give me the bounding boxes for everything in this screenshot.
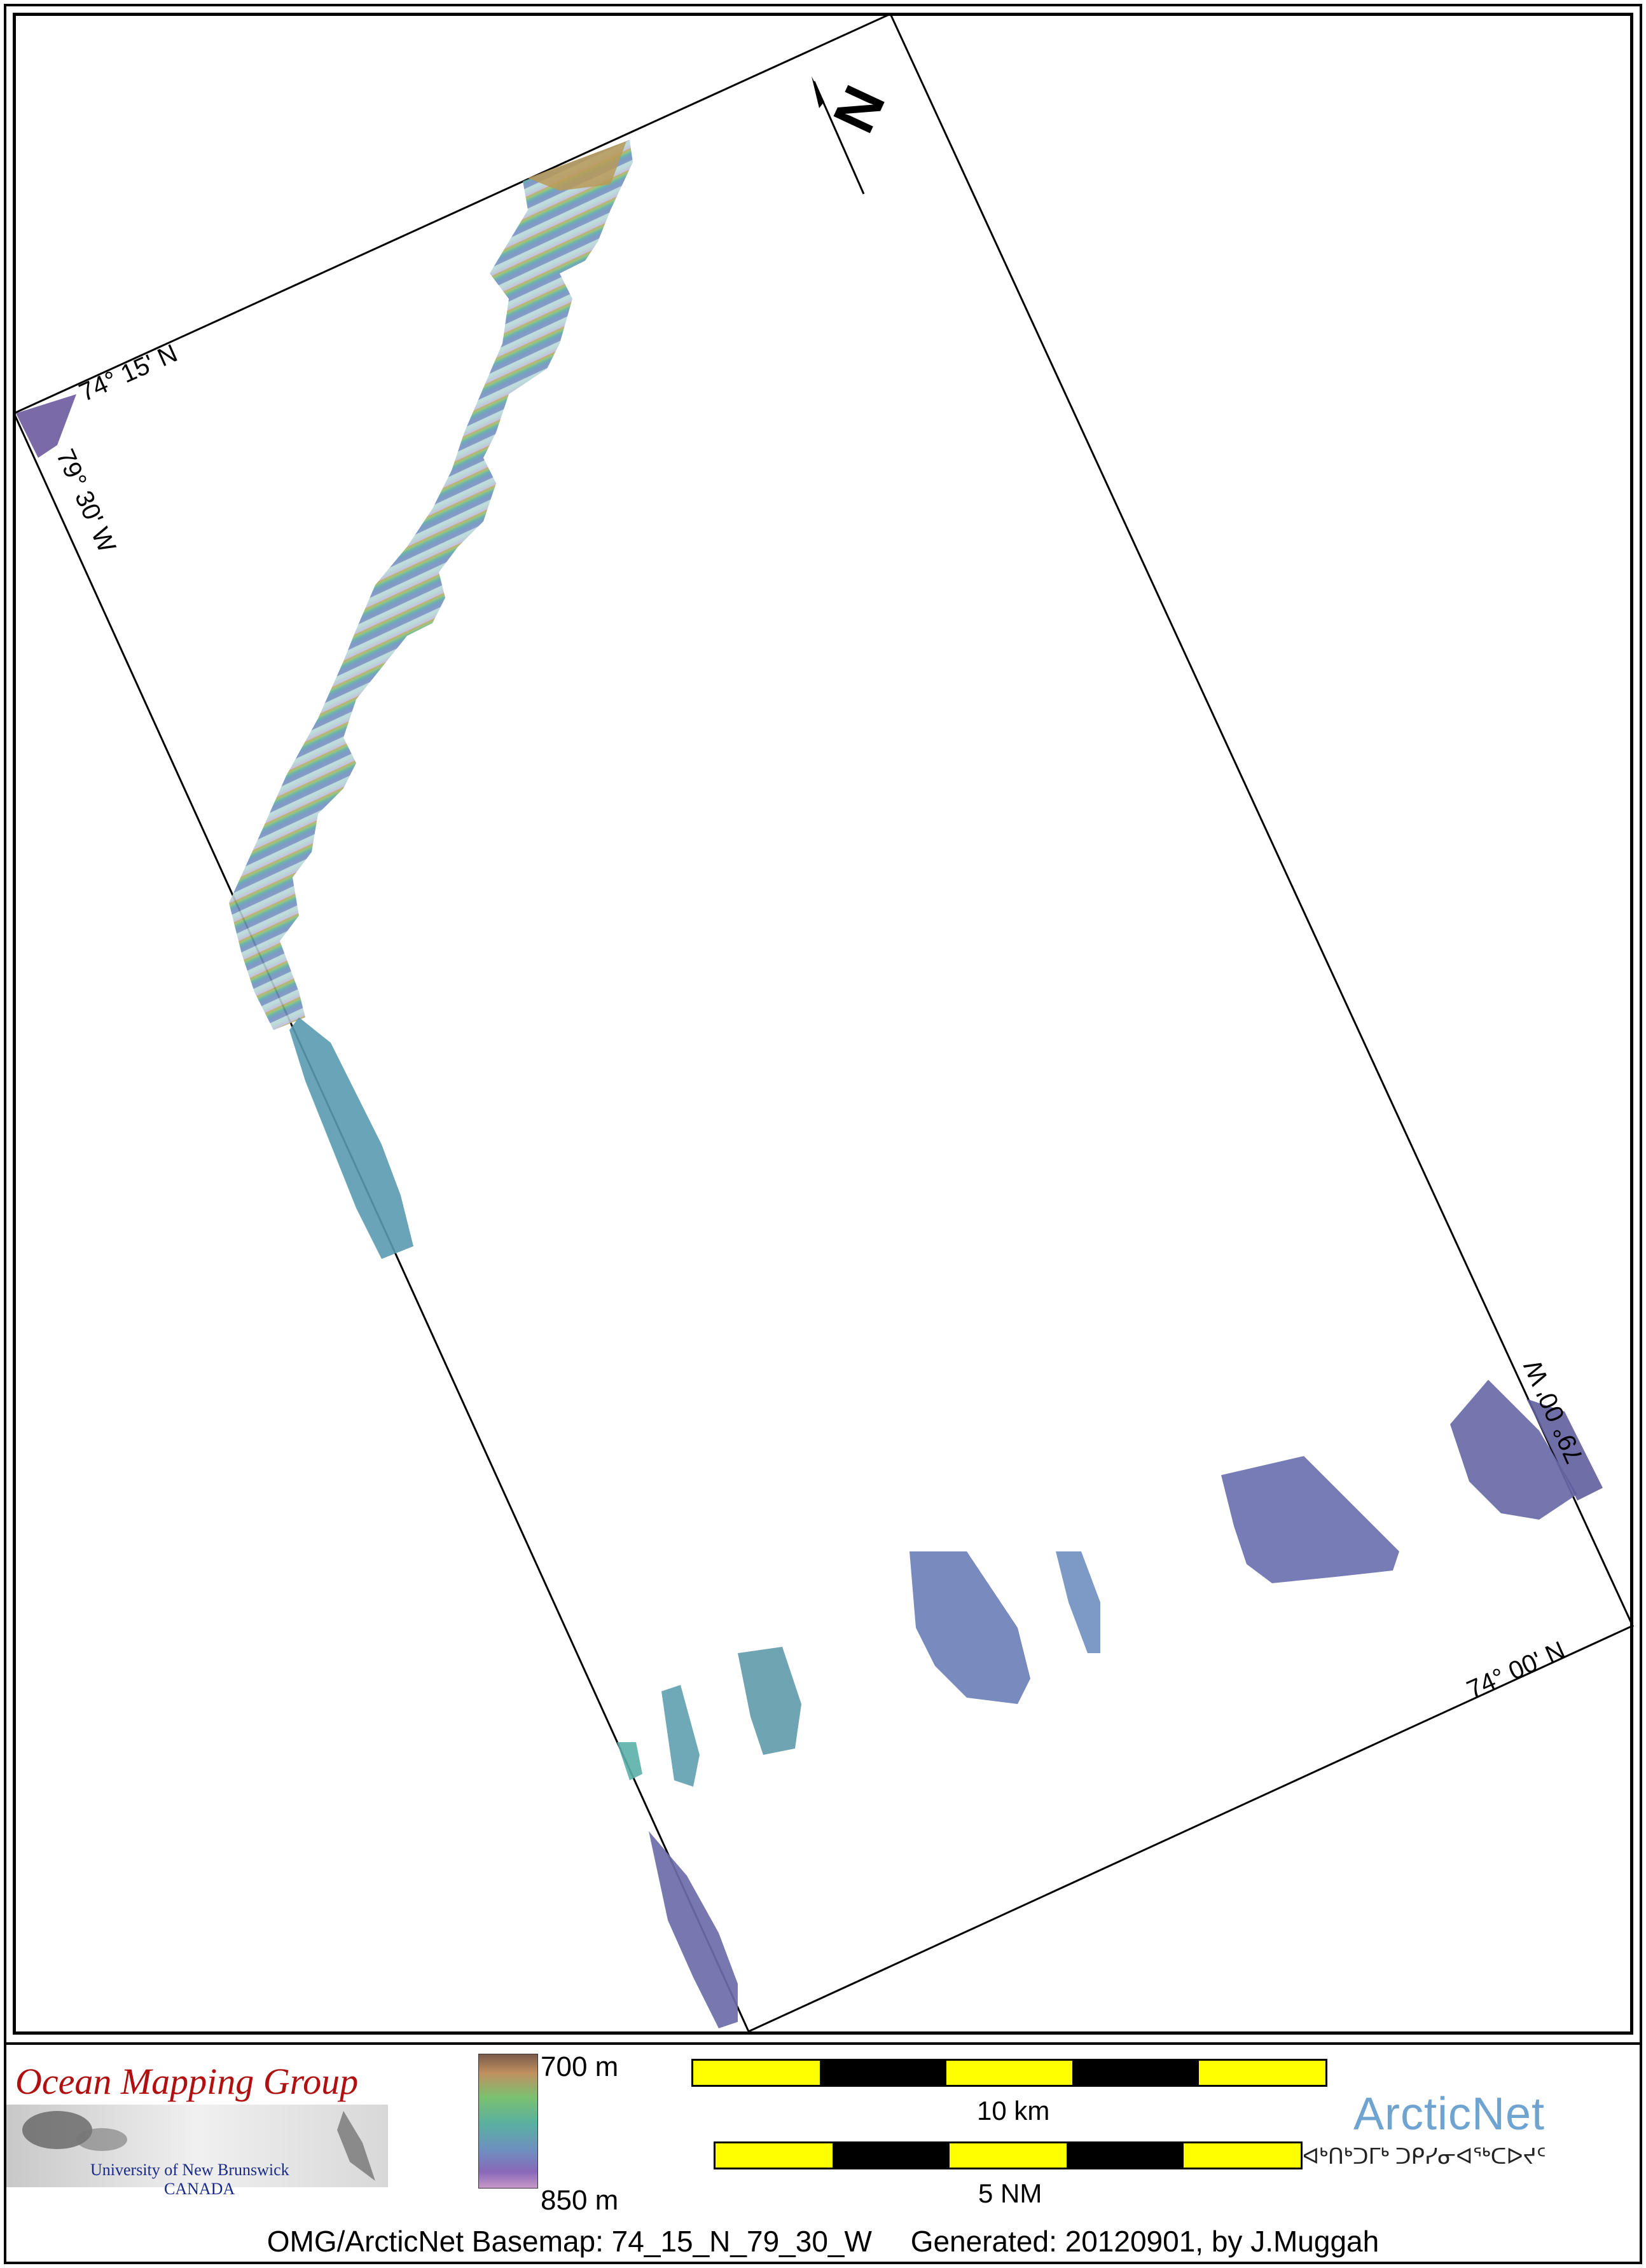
arcticnet-logo: ArcticNet (1353, 2089, 1546, 2140)
arcticnet-syllabics: ᐊᒃᑎᒃᑐᒥᒃ ᑐᑭᓯᓂᐊᖅᑕᐅᔪᑦ (1303, 2145, 1546, 2169)
footer-basemap: OMG/ArcticNet Basemap: 74_15_N_79_30_W (266, 2225, 872, 2258)
outer-frame (4, 4, 1642, 2264)
bathymetry-map (13, 13, 1634, 2033)
omg-seafloor-image (6, 2105, 388, 2187)
depth-bottom-label: 850 m (541, 2185, 619, 2216)
survey-swath-northwest (16, 140, 633, 1259)
survey-swath-south (617, 1380, 1603, 2028)
map-frame (13, 13, 1633, 2035)
omg-title: Ocean Mapping Group (15, 2061, 359, 2102)
omg-country: CANADA (164, 2180, 235, 2198)
km-scale-label: 10 km (977, 2096, 1050, 2126)
north-arrow (812, 76, 865, 195)
nm-scale-bar (714, 2141, 1303, 2169)
km-scale-bar (691, 2059, 1327, 2087)
footer: OMG/ArcticNet Basemap: 74_15_N_79_30_W G… (0, 2224, 1646, 2258)
map-boundary (13, 13, 1634, 2033)
omg-university: University of New Brunswick (90, 2161, 289, 2179)
nm-scale-label: 5 NM (978, 2178, 1042, 2208)
depth-top-label: 700 m (541, 2051, 619, 2082)
depth-color-bar (478, 2054, 538, 2189)
footer-generated: Generated: 20120901, by J.Muggah (910, 2225, 1380, 2258)
legend-divider (4, 2042, 1642, 2045)
